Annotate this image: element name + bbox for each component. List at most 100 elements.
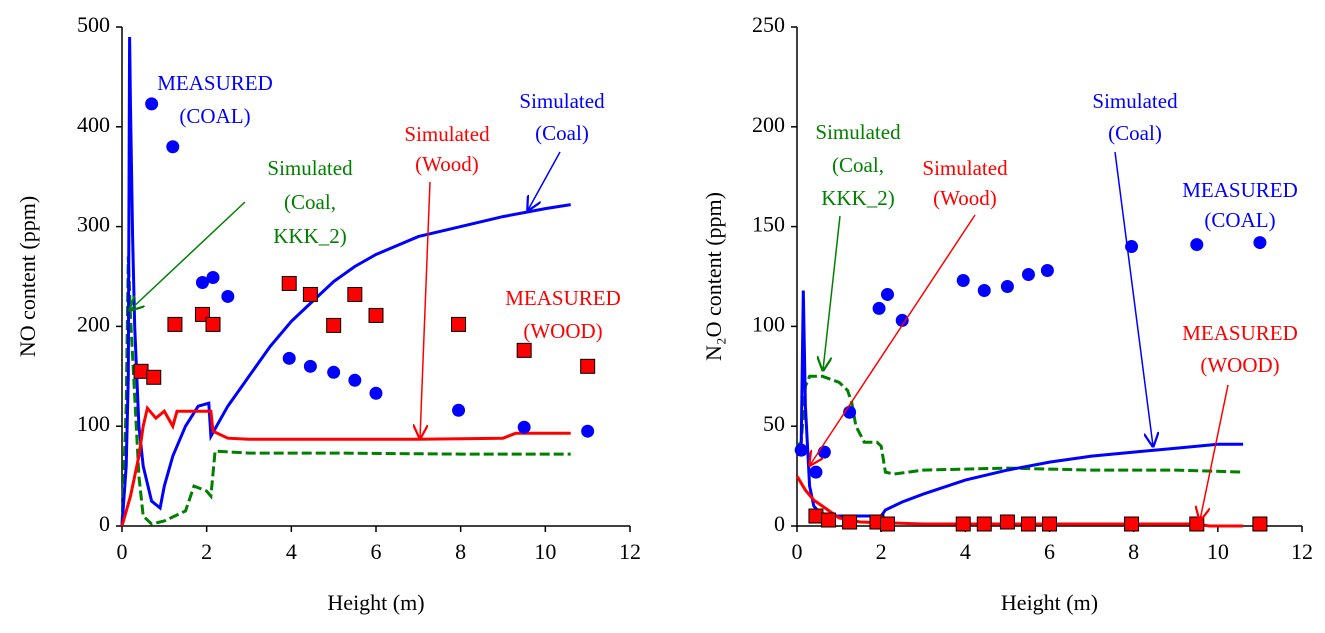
annotation: (WOOD)	[1200, 353, 1279, 377]
y-tick-label: 300	[77, 212, 110, 237]
x-tick-label: 0	[117, 539, 128, 564]
y-axis-label: N₂O content (ppm)	[701, 192, 726, 361]
annotation-arrow	[810, 214, 976, 465]
x-tick-label: 8	[455, 539, 466, 564]
annotation: MEASURED	[1182, 178, 1298, 202]
annotation: (Coal,	[284, 190, 336, 214]
annotation: (Coal,	[832, 153, 884, 177]
x-tick-label: 12	[1291, 539, 1313, 564]
annotation: MEASURED	[157, 71, 273, 95]
data-point	[146, 369, 162, 385]
annotation: Simulated	[815, 120, 901, 144]
data-point	[327, 365, 341, 379]
data-point	[133, 363, 149, 379]
data-point	[976, 516, 992, 532]
y-tick-label: 0	[774, 511, 785, 536]
line-series	[795, 374, 1244, 476]
x-tick-label: 0	[792, 539, 803, 564]
data-point	[1020, 516, 1036, 532]
data-point	[517, 420, 531, 434]
line-series	[120, 256, 571, 527]
data-point	[221, 289, 235, 303]
data-point	[842, 514, 858, 530]
line-series	[795, 475, 1244, 528]
data-point	[809, 465, 823, 479]
data-point	[977, 283, 991, 297]
data-point	[348, 373, 362, 387]
annotation: (WOOD)	[523, 319, 602, 343]
data-point	[452, 403, 466, 417]
data-point	[1042, 516, 1057, 532]
data-point	[516, 342, 532, 358]
data-point	[166, 140, 180, 154]
x-tick-label: 6	[371, 539, 382, 564]
data-point	[895, 313, 909, 327]
x-tick-label: 2	[201, 539, 212, 564]
data-point	[879, 516, 895, 532]
annotation-arrow	[1114, 151, 1153, 446]
data-point	[821, 512, 837, 528]
y-tick-label: 200	[752, 112, 785, 137]
annotation: Simulated	[519, 89, 605, 113]
data-point	[302, 286, 318, 302]
y-tick-label: 200	[77, 311, 110, 336]
data-point	[1021, 268, 1035, 282]
x-tick-label: 2	[876, 539, 887, 564]
annotation: Simulated	[267, 156, 353, 180]
y-tick-label: 100	[77, 411, 110, 436]
data-point	[872, 301, 886, 315]
data-point	[369, 386, 383, 400]
annotation: (Coal)	[1108, 121, 1162, 145]
annotation: (COAL)	[179, 104, 250, 128]
data-point	[581, 424, 595, 438]
data-point	[1253, 236, 1267, 250]
y-tick-label: 250	[752, 12, 785, 37]
annotation-arrow	[420, 181, 431, 438]
y-tick-label: 500	[77, 12, 110, 37]
annotation: (Wood)	[933, 186, 997, 210]
data-point	[145, 97, 159, 111]
data-point	[1190, 238, 1204, 252]
data-point	[956, 273, 970, 287]
y-tick-label: 0	[99, 511, 110, 536]
data-point	[1000, 279, 1014, 293]
data-point	[326, 317, 342, 333]
x-tick-label: 4	[286, 539, 297, 564]
x-axis-label: Height (m)	[327, 590, 424, 615]
y-axis-label: NO content (ppm)	[15, 196, 40, 357]
data-point	[368, 307, 384, 323]
line-series	[797, 290, 1244, 518]
x-tick-label: 10	[1207, 539, 1229, 564]
data-point	[999, 514, 1015, 530]
y-tick-label: 100	[752, 311, 785, 336]
annotation-arrow	[823, 215, 841, 370]
line-series	[120, 404, 571, 527]
data-point	[282, 351, 296, 365]
x-axis-label: Height (m)	[1001, 590, 1098, 615]
annotation-arrow	[1200, 384, 1229, 520]
y-tick-label: 50	[763, 411, 785, 436]
data-point	[880, 287, 894, 301]
data-point	[1189, 516, 1205, 532]
y-tick-label: 400	[77, 112, 110, 137]
data-point	[1040, 264, 1054, 278]
x-tick-label: 8	[1128, 539, 1139, 564]
annotation-arrow	[130, 201, 246, 310]
data-point	[451, 316, 467, 332]
data-point	[817, 445, 831, 459]
data-point	[195, 275, 209, 289]
annotation: (COAL)	[1204, 208, 1275, 232]
annotation: MEASURED	[505, 286, 621, 310]
line-series	[120, 36, 571, 527]
x-tick-label: 12	[619, 539, 641, 564]
annotation: KKK_2)	[273, 224, 347, 248]
annotation: KKK_2)	[821, 186, 895, 210]
panel: 0 50 100 150 200 250 0 2 4 6 8 10 12 Height (m) N₂O co…	[701, 12, 1313, 615]
data-point	[347, 286, 363, 302]
annotation: MEASURED	[1182, 321, 1298, 345]
data-point	[281, 275, 297, 291]
data-point	[808, 508, 824, 524]
annotation: Simulated	[1092, 89, 1178, 113]
annotation: Simulated	[404, 122, 490, 146]
